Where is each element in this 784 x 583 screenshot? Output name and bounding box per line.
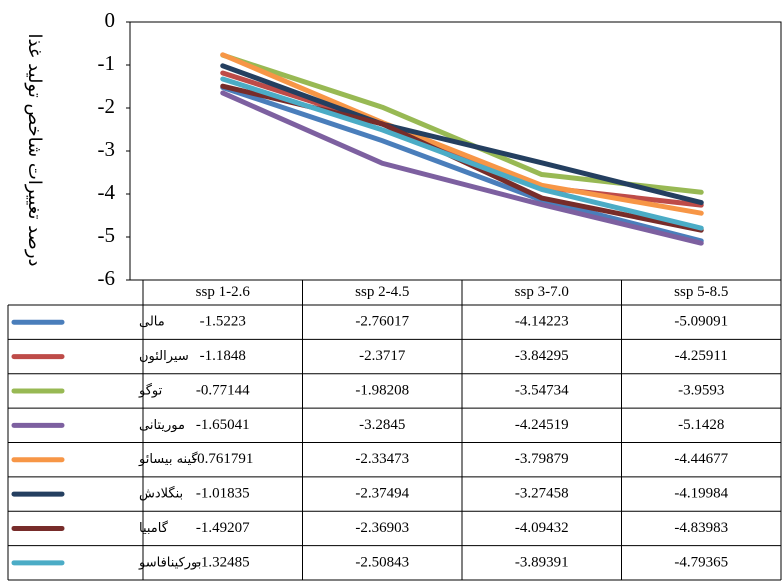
legend-label: توگو [138,382,163,398]
table-cell: -1.49207 [196,520,250,536]
table-cell: -3.27458 [515,486,569,502]
y-axis-title: درصد تغییرات شاخص تولید غذا [24,33,45,266]
legend-label: سیرالئون [139,349,189,364]
table-cell: -1.98208 [355,382,409,398]
table-cell: -2.37494 [355,486,409,502]
table-cell: -3.54734 [515,382,569,398]
y-tick-label: -6 [98,266,116,290]
table-cell: -5.1428 [678,417,724,433]
legend-label: گامبیا [139,520,169,536]
table-cell: -2.33473 [355,451,409,467]
column-header: ssp 2-4.5 [355,284,409,300]
table-cell: -1.65041 [196,417,250,433]
table-cell: -1.32485 [196,554,250,570]
table-cell: -3.2845 [359,417,405,433]
y-tick-label: -4 [98,180,116,204]
table-cell: -3.89391 [515,554,569,570]
table-cell: -4.14223 [515,314,569,330]
table-cell: -0.761791 [192,451,253,467]
legend-label: گینه بیسائو [138,451,198,467]
table-cell: -4.24519 [515,417,569,433]
legend-label: موریتانی [139,418,185,433]
y-tick-label: -1 [98,51,116,75]
table-cell: -1.1848 [200,348,246,364]
y-tick-label: -2 [98,94,116,118]
y-tick-label: 0 [105,8,116,32]
table-cell: -4.19984 [674,486,728,502]
table-cell: -2.36903 [355,520,409,536]
legend-label: بنگلادش [139,486,183,502]
legend-label: مالی [139,315,165,330]
table-cell: -4.25911 [675,348,728,364]
table-cell: -4.79365 [674,554,728,570]
table-cell: -1.01835 [196,486,250,502]
table-cell: -3.84295 [515,348,569,364]
column-header: ssp 1-2.6 [196,284,251,300]
column-header: ssp 5-8.5 [674,284,728,300]
table-cell: -3.79879 [515,451,569,467]
legend-label: بورکینافاسو [138,555,201,570]
y-tick-label: -5 [98,223,116,247]
table-cell: -5.09091 [674,314,728,330]
table-cell: -0.77144 [196,382,250,398]
table-cell: -2.50843 [355,554,409,570]
column-header: ssp 3-7.0 [515,284,569,300]
table-cell: -2.76017 [355,314,409,330]
table-cell: -4.09432 [515,520,569,536]
table-cell: -2.3717 [359,348,406,364]
table-cell: -3.9593 [678,382,724,398]
table-cell: -1.5223 [200,314,246,330]
table-cell: -4.83983 [674,520,728,536]
table-cell: -4.44677 [674,451,728,467]
chart: درصد تغییرات شاخص تولید غذا 0 -1 -2 -3 -4 -5 -… [0,0,784,583]
y-tick-label: -3 [98,137,116,161]
